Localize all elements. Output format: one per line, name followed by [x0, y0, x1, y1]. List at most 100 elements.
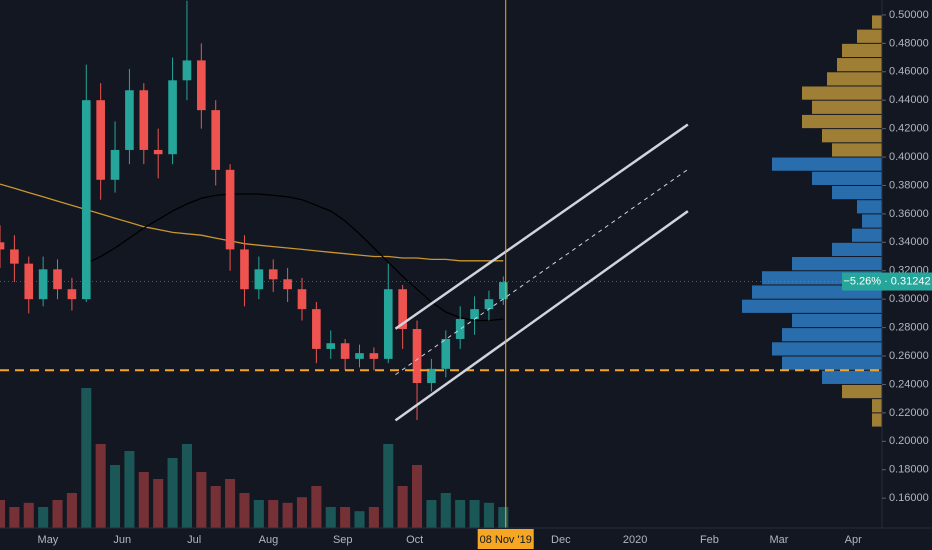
y-tick-label: 0.16000 — [889, 492, 929, 504]
x-tick-label: Dec — [551, 534, 571, 546]
trend-line — [394, 123, 689, 330]
volume-bar — [52, 500, 63, 528]
candle-body — [211, 110, 221, 170]
candle-body — [139, 90, 149, 150]
x-tick-label: 2020 — [623, 534, 647, 546]
volume-bar — [268, 500, 279, 528]
x-tick-label: Feb — [700, 534, 719, 546]
profile-bar — [832, 143, 882, 157]
x-tick-label: Jun — [113, 534, 131, 546]
y-tick-label: 0.50000 — [889, 9, 929, 21]
volume-bar — [38, 507, 49, 528]
volume-profile — [742, 15, 882, 427]
volume-bar — [0, 500, 6, 528]
profile-bar — [842, 384, 882, 399]
candle-body — [10, 249, 19, 264]
candle-body — [369, 353, 379, 359]
profile-bar — [742, 299, 882, 313]
candle-body — [297, 289, 307, 310]
volume-bar — [196, 472, 207, 528]
candle-body — [268, 269, 278, 280]
volume-bar — [124, 451, 135, 528]
y-tick-label: 0.30000 — [889, 293, 929, 305]
profile-bar — [792, 257, 882, 271]
candle-body — [455, 319, 465, 339]
candle-body — [81, 100, 91, 300]
y-tick-label: 0.28000 — [889, 322, 929, 334]
volume-bar — [296, 497, 308, 528]
candle-body — [96, 100, 105, 180]
last-price-label: −5.26% · 0.31242 — [843, 275, 930, 287]
candle-body — [427, 368, 436, 384]
x-tick-label: Jul — [187, 534, 201, 546]
candle-body — [499, 282, 508, 300]
profile-bar — [872, 413, 882, 427]
volume-bar — [23, 502, 34, 528]
volume-bar — [167, 458, 178, 528]
volume-bar — [440, 493, 451, 528]
profile-bar — [852, 228, 882, 242]
y-tick-label: 0.46000 — [889, 66, 929, 78]
volume-bar — [138, 472, 149, 528]
candle-body — [412, 329, 422, 384]
y-tick-label: 0.36000 — [889, 208, 929, 220]
volume-bar — [325, 507, 336, 528]
volume-bar — [426, 500, 437, 528]
volume-bar — [81, 388, 92, 528]
candle-body — [340, 343, 350, 359]
profile-bar — [857, 29, 882, 43]
x-tick-label: Apr — [845, 534, 862, 546]
candle-body — [182, 60, 192, 81]
volume-bars — [0, 388, 509, 528]
candle-body — [197, 60, 206, 111]
y-tick-label: 0.38000 — [889, 179, 929, 191]
profile-bar — [802, 114, 882, 129]
y-tick-label: 0.26000 — [889, 350, 929, 362]
trend-line — [395, 169, 689, 376]
volume-bar — [225, 479, 236, 528]
y-tick-label: 0.22000 — [889, 407, 929, 419]
profile-bar — [772, 157, 882, 171]
profile-bar — [832, 185, 882, 200]
profile-bar — [872, 399, 882, 413]
x-tick-label: May — [38, 534, 59, 546]
candle-body — [67, 289, 77, 300]
candle-body — [240, 249, 249, 290]
volume-bar — [110, 465, 121, 528]
profile-bar — [857, 200, 882, 214]
volume-bar — [153, 479, 164, 528]
crosshair-label: 08 Nov '19 — [480, 534, 532, 546]
trend-line — [394, 210, 689, 422]
volume-bar — [498, 507, 509, 528]
profile-bar — [872, 15, 882, 29]
profile-bar — [822, 129, 882, 143]
volume-bar — [411, 465, 423, 528]
x-tick-label: Mar — [769, 534, 788, 546]
profile-bar — [827, 72, 882, 86]
volume-bar — [253, 500, 264, 528]
candle-body — [0, 242, 5, 250]
volume-bar — [455, 500, 466, 528]
volume-bar — [397, 486, 408, 528]
profile-bar — [812, 100, 882, 114]
volume-bar — [483, 502, 494, 528]
candle-body — [38, 269, 48, 300]
profile-bar — [862, 214, 882, 228]
profile-bar — [812, 171, 882, 185]
profile-bar — [772, 342, 882, 356]
candle-body — [326, 343, 336, 349]
volume-bar — [9, 507, 20, 528]
x-tick-label: Oct — [406, 534, 423, 546]
candle-body — [254, 269, 264, 290]
profile-bar — [837, 58, 882, 72]
axes: 0.16000 0.18000 0.20000 0.22000 0.24000 0.260… — [0, 9, 932, 549]
profile-bar — [832, 242, 882, 257]
candle-body — [383, 289, 393, 359]
x-tick-label: Aug — [259, 534, 279, 546]
profile-bar — [802, 86, 882, 100]
y-tick-label: 0.24000 — [889, 378, 929, 390]
crosshair-label-box — [477, 529, 534, 549]
volume-bar — [368, 507, 379, 528]
candle-body — [283, 279, 292, 290]
